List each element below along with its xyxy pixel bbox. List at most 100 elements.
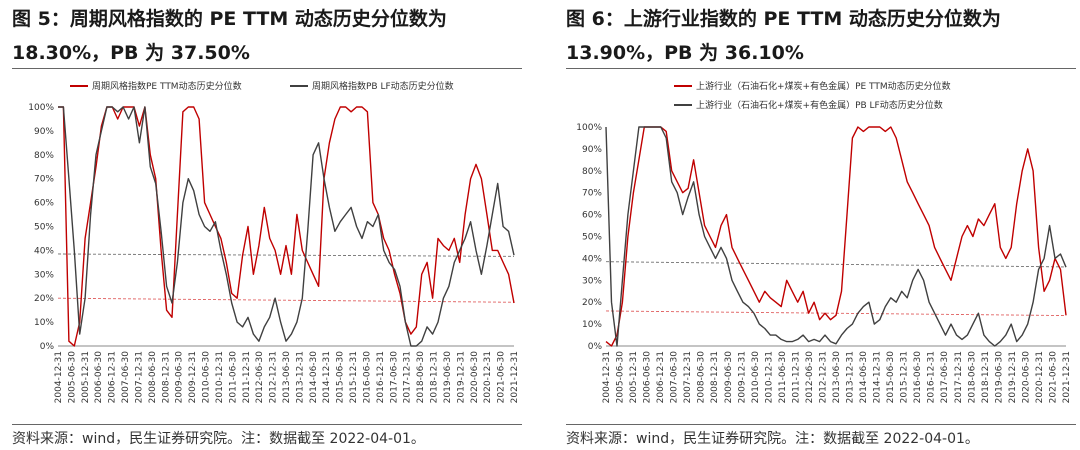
x-tick-label: 2014-06-30 [309, 351, 319, 404]
bottom-divider [566, 424, 1076, 425]
x-tick-label: 2010-12-31 [215, 351, 225, 403]
y-tick-label: 70% [582, 189, 602, 199]
x-tick-label: 2020-12-31 [483, 351, 493, 403]
y-tick-label: 60% [34, 199, 54, 209]
x-tick-label: 2016-06-30 [913, 351, 923, 404]
x-tick-label: 2008-12-31 [161, 351, 171, 403]
x-tick-label: 2006-12-31 [656, 351, 666, 403]
x-tick-label: 2018-06-30 [967, 351, 977, 404]
x-tick-label: 2009-12-31 [188, 351, 198, 403]
chart-svg-left: 周期风格指数PE TTM动态历史分位数 周期风格指数PB LF动态历史分位数 0% 1… [28, 80, 520, 404]
chart-title-line-1: 图 6：上游行业指数的 PE TTM 动态历史分位数为 [566, 8, 1001, 30]
x-tick-label: 2018-12-31 [981, 351, 991, 403]
x-tick-label: 2021-06-30 [1048, 351, 1058, 404]
legend-label-1: 上游行业（石油石化+煤炭+有色金属）PB LF动态历史分位数 [696, 99, 943, 111]
y-tick-label: 20% [34, 294, 54, 304]
chart-title-line-2: 18.30%，PB 为 37.50% [12, 42, 250, 64]
y-tick-label: 50% [34, 223, 54, 233]
x-tick-label: 2021-12-31 [510, 351, 520, 403]
x-tick-label: 2007-12-31 [683, 351, 693, 403]
x-axis: 2004-12-31 2005-06-30 2005-12-31 2006-06-30… [602, 345, 1072, 404]
x-tick-label: 2013-06-30 [282, 351, 292, 404]
x-tick-label: 2018-06-30 [416, 351, 426, 404]
y-tick-label: 30% [582, 276, 602, 286]
source-note: 资料来源：wind，民生证券研究院。注：数据截至 2022-04-01。 [566, 431, 979, 447]
y-tick-label: 90% [582, 145, 602, 155]
x-tick-label: 2007-06-30 [670, 351, 680, 404]
legend: 周期风格指数PE TTM动态历史分位数 周期风格指数PB LF动态历史分位数 [70, 80, 454, 92]
x-tick-label: 2007-06-30 [121, 351, 131, 404]
x-tick-label: 2011-06-30 [228, 351, 238, 404]
y-tick-label: 30% [34, 270, 54, 280]
chart-title-line-1: 图 5：周期风格指数的 PE TTM 动态历史分位数为 [12, 8, 447, 30]
x-tick-label: 2019-12-31 [1008, 351, 1018, 403]
x-tick-label: 2021-12-31 [1062, 351, 1072, 403]
y-tick-label: 80% [582, 167, 602, 177]
x-tick-label: 2005-06-30 [616, 351, 626, 404]
y-tick-label: 90% [34, 127, 54, 137]
x-tick-label: 2007-12-31 [134, 351, 144, 403]
x-tick-label: 2017-12-31 [954, 351, 964, 403]
reference-line-pe [57, 297, 515, 303]
x-tick-label: 2005-12-31 [81, 351, 91, 403]
x-tick-label: 2014-12-31 [322, 351, 332, 403]
x-tick-label: 2015-12-31 [900, 351, 910, 403]
legend-label-0: 上游行业（石油石化+煤炭+有色金属）PE TTM动态历史分位数 [696, 80, 951, 92]
chart-title: 图 6：上游行业指数的 PE TTM 动态历史分位数为 13.90%，PB 为 … [566, 2, 1080, 70]
x-tick-label: 2009-06-30 [175, 351, 185, 404]
x-tick-label: 2008-12-31 [710, 351, 720, 403]
chart-panel-right: 图 6：上游行业指数的 PE TTM 动态历史分位数为 13.90%，PB 为 … [566, 0, 1080, 450]
x-tick-label: 2006-06-30 [94, 351, 104, 404]
y-tick-label: 70% [34, 175, 54, 185]
y-axis: 0% 10% 20% 30% 40% 50% 60% 70% 80% 90% 100% [28, 103, 54, 352]
x-tick-label: 2017-12-31 [403, 351, 413, 403]
x-tick-label: 2011-12-31 [791, 351, 801, 403]
x-tick-label: 2019-12-31 [456, 351, 466, 403]
y-tick-label: 20% [582, 298, 602, 308]
x-tick-label: 2013-06-30 [832, 351, 842, 404]
x-tick-label: 2016-12-31 [376, 351, 386, 403]
x-tick-label: 2020-06-30 [470, 351, 480, 404]
x-tick-label: 2004-12-31 [54, 351, 64, 403]
chart-title-line-2: 13.90%，PB 为 36.10% [566, 42, 804, 64]
x-tick-label: 2010-12-31 [764, 351, 774, 403]
x-tick-label: 2021-06-30 [497, 351, 507, 404]
series-line-pb [58, 106, 515, 347]
x-tick-label: 2005-06-30 [67, 351, 77, 404]
y-tick-label: 40% [34, 246, 54, 256]
series-line-pb [605, 126, 1067, 347]
x-tick-label: 2015-06-30 [886, 351, 896, 404]
legend-label-0: 周期风格指数PE TTM动态历史分位数 [92, 80, 242, 92]
x-tick-label: 2013-12-31 [295, 351, 305, 403]
x-tick-label: 2012-12-31 [818, 351, 828, 403]
x-tick-label: 2010-06-30 [202, 351, 212, 404]
reference-line-pb [57, 253, 515, 257]
x-tick-label: 2018-12-31 [430, 351, 440, 403]
x-tick-label: 2015-06-30 [336, 351, 346, 404]
y-tick-label: 50% [582, 233, 602, 243]
x-axis: 2004-12-31 2005-06-30 2005-12-31 2006-06-30… [54, 345, 520, 404]
x-tick-label: 2019-06-30 [994, 351, 1004, 404]
top-divider [12, 68, 522, 69]
y-axis: 0% 10% 20% 30% 40% 50% 60% 70% 80% 90% 100% [576, 123, 602, 352]
x-tick-label: 2005-12-31 [629, 351, 639, 403]
y-tick-label: 0% [40, 342, 55, 352]
x-tick-label: 2008-06-30 [148, 351, 158, 404]
x-tick-label: 2006-06-30 [643, 351, 653, 404]
y-tick-label: 10% [582, 320, 602, 330]
chart-panel-left: 图 5：周期风格指数的 PE TTM 动态历史分位数为 18.30%，PB 为 … [12, 0, 532, 450]
x-tick-label: 2006-12-31 [108, 351, 118, 403]
x-tick-label: 2017-06-30 [940, 351, 950, 404]
x-tick-label: 2008-06-30 [697, 351, 707, 404]
x-tick-label: 2019-06-30 [443, 351, 453, 404]
y-tick-label: 0% [588, 342, 603, 352]
x-tick-label: 2014-06-30 [859, 351, 869, 404]
x-tick-label: 2020-12-31 [1035, 351, 1045, 403]
x-tick-label: 2017-06-30 [389, 351, 399, 404]
x-tick-label: 2009-12-31 [737, 351, 747, 403]
x-tick-label: 2012-06-30 [805, 351, 815, 404]
chart-svg-right: 上游行业（石油石化+煤炭+有色金属）PE TTM动态历史分位数上游行业（石油石化… [576, 80, 1072, 404]
source-note: 资料来源：wind，民生证券研究院。注：数据截至 2022-04-01。 [12, 431, 425, 447]
y-tick-label: 60% [582, 211, 602, 221]
x-tick-label: 2004-12-31 [602, 351, 612, 403]
